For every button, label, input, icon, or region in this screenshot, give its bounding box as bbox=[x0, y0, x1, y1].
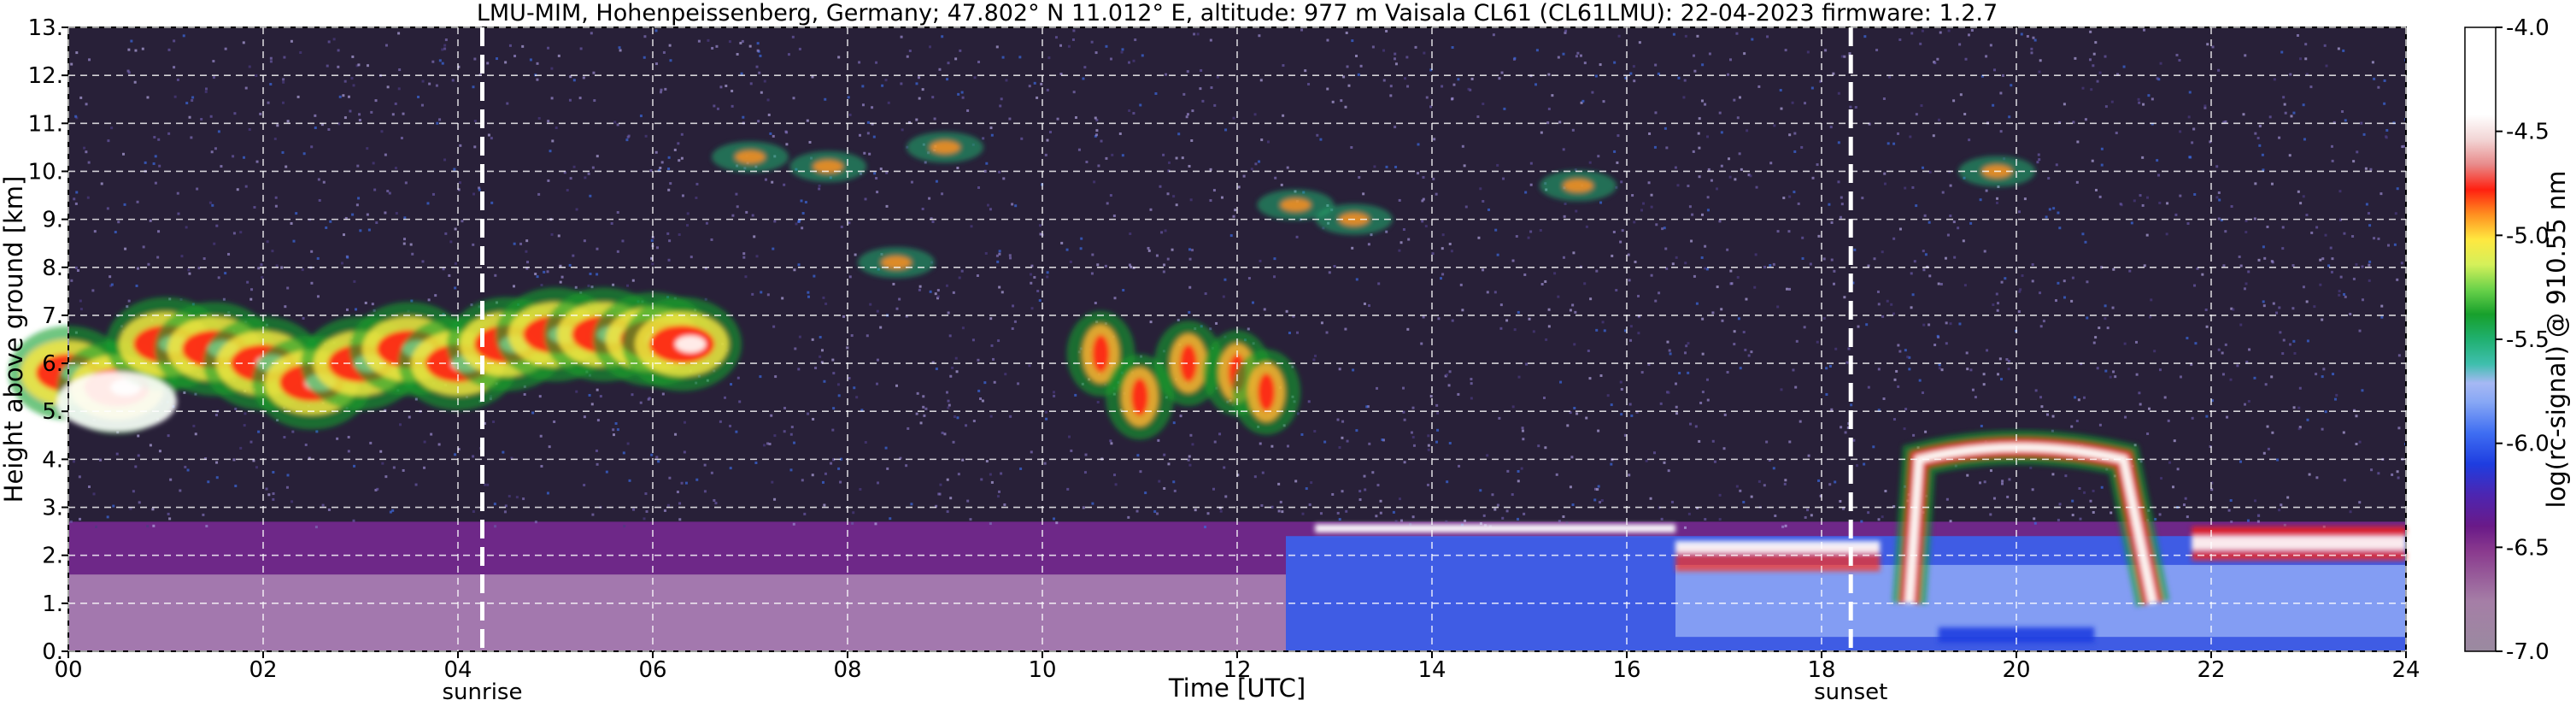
x-tick-label: 04 bbox=[443, 657, 472, 683]
colorbar-tick-label: -7.0 bbox=[2506, 639, 2550, 665]
x-tick-label: 20 bbox=[2002, 657, 2030, 683]
colorbar-tick-label: -6.5 bbox=[2506, 535, 2550, 561]
y-tick-label: 4. bbox=[42, 447, 63, 473]
low-cloud bbox=[1315, 430, 2406, 643]
mid-level-cloud bbox=[1066, 310, 1301, 440]
x-tick-label: 16 bbox=[1612, 657, 1640, 683]
sunrise-label: sunrise bbox=[443, 680, 523, 705]
y-tick-label: 12. bbox=[28, 63, 63, 89]
x-tick-label: 06 bbox=[638, 657, 666, 683]
annotations: sunrise sunset bbox=[443, 27, 1887, 705]
colorbar-tick-label: -4.5 bbox=[2506, 120, 2550, 145]
y-tick-label: 8. bbox=[42, 256, 63, 281]
y-tick-label: 3. bbox=[42, 496, 63, 521]
x-axis-ticks: 00 02 04 06 08 10 12 14 16 18 20 22 24 bbox=[54, 651, 2421, 683]
x-tick-label: 22 bbox=[2197, 657, 2225, 683]
colorbar-tick-label: -4.0 bbox=[2506, 15, 2550, 41]
colorbar-label: log(rc-signal) @ 910.55 nm bbox=[2542, 170, 2571, 508]
x-tick-label: 14 bbox=[1417, 657, 1446, 683]
y-tick-label: 6. bbox=[42, 351, 63, 377]
y-tick-label: 7. bbox=[42, 303, 63, 329]
y-tick-label: 0. bbox=[42, 639, 63, 665]
colorbar-ticks: -7.0 -6.5 -6.0 -5.5 -5.0 -4.5 -4.0 bbox=[2496, 15, 2550, 665]
cirrus-layer bbox=[9, 287, 742, 435]
y-tick-label: 11. bbox=[28, 111, 63, 137]
x-axis-label: Time [UTC] bbox=[1168, 674, 1306, 703]
colorbar-tick-label: -5.0 bbox=[2506, 223, 2550, 249]
y-tick-label: 5. bbox=[42, 399, 63, 425]
colorbar bbox=[2464, 26, 2497, 652]
y-tick-label: 2. bbox=[42, 544, 63, 569]
colorbar-tick-label: -6.0 bbox=[2506, 432, 2550, 457]
colorbar-tick-label: -5.5 bbox=[2506, 327, 2550, 353]
y-axis-label: Height above ground [km] bbox=[0, 176, 28, 503]
x-tick-label: 24 bbox=[2391, 657, 2420, 683]
x-tick-label: 00 bbox=[54, 657, 82, 683]
x-tick-label: 12 bbox=[1223, 657, 1251, 683]
x-tick-label: 02 bbox=[249, 657, 277, 683]
y-tick-label: 10. bbox=[28, 159, 63, 185]
y-tick-label: 13. bbox=[28, 15, 63, 41]
x-tick-label: 18 bbox=[1807, 657, 1835, 683]
surface-aerosol-band bbox=[68, 574, 1286, 651]
x-tick-label: 10 bbox=[1028, 657, 1056, 683]
sunset-label: sunset bbox=[1814, 680, 1887, 705]
chart-title: LMU-MIM, Hohenpeissenberg, Germany; 47.8… bbox=[477, 0, 1998, 26]
x-tick-label: 08 bbox=[833, 657, 861, 683]
y-tick-label: 1. bbox=[42, 591, 63, 617]
evening-aerosol-band bbox=[1675, 564, 2406, 638]
y-tick-label: 9. bbox=[42, 208, 63, 233]
y-axis-ticks: 0. 1. 2. 3. 4. 5. 6. 7. 8. 9. 10. 11. 12. 13. bbox=[28, 15, 68, 665]
